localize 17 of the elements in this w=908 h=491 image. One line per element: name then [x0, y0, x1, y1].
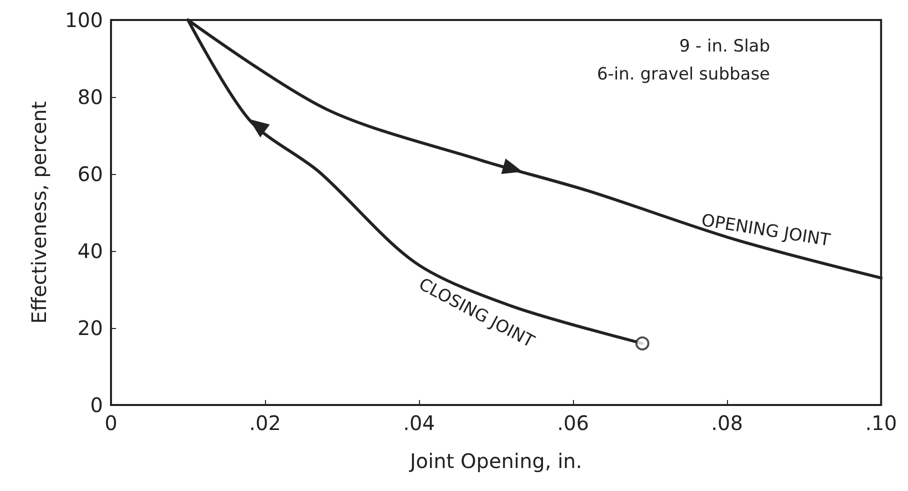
annotation: 9 - in. Slab	[679, 36, 770, 56]
x-tick-label: .02	[249, 411, 281, 435]
y-tick-label: 40	[78, 239, 103, 263]
y-tick-label: 80	[78, 85, 103, 109]
x-tick-label: .06	[557, 411, 589, 435]
x-tick-label: 0	[104, 411, 118, 435]
x-tick-label: .08	[711, 411, 743, 435]
y-tick-label: 60	[78, 162, 103, 186]
y-axis-title: Effectiveness, percent	[27, 101, 51, 324]
annotation: 6-in. gravel subbase	[596, 64, 770, 84]
x-tick-label: .04	[403, 411, 435, 435]
y-tick-label: 0	[90, 393, 103, 417]
y-tick-label: 100	[64, 8, 103, 32]
x-tick-label: .10	[865, 411, 898, 435]
x-axis-title: Joint Opening, in.	[408, 449, 582, 473]
text: OPENING JOINT	[700, 210, 832, 251]
y-tick-label: 20	[78, 316, 103, 340]
